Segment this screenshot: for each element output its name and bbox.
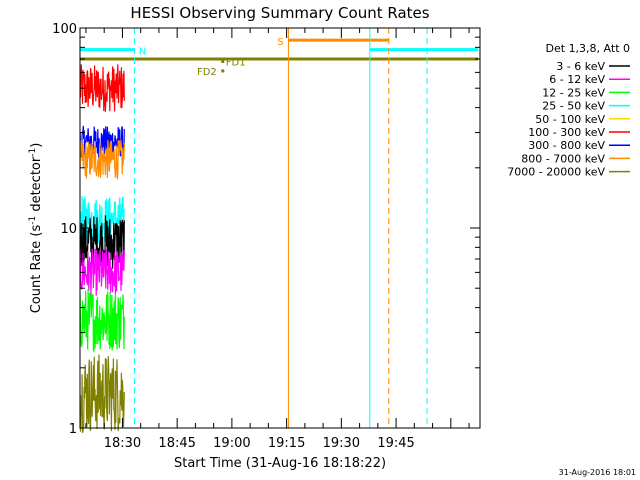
legend-label-6: 300 - 800 keV: [528, 139, 605, 152]
series-line-1: [79, 125, 125, 158]
annotation-layer: FD1 FD2: [197, 57, 246, 77]
series-line-0: [79, 64, 125, 112]
state-label-s: S: [277, 37, 283, 48]
x-tick-label: 19:30: [323, 436, 360, 451]
annotation-fd2: FD2: [197, 67, 217, 78]
x-tick-label: 18:30: [104, 436, 141, 451]
y-tick-label: 100: [52, 22, 77, 37]
series-line-5: [79, 248, 125, 296]
legend-label-2: 12 - 25 keV: [542, 86, 605, 99]
y-axis-label-sup2: -1: [28, 148, 38, 157]
y-tick-label: 1: [69, 422, 77, 437]
state-layer: NS: [80, 37, 479, 61]
vline-layer: [133, 28, 428, 428]
legend-label-1: 6 - 12 keV: [549, 73, 605, 86]
annotation-marker-1: [221, 69, 225, 73]
legend-label-4: 50 - 100 keV: [535, 113, 605, 126]
legend-label-3: 25 - 50 keV: [542, 100, 605, 113]
annotation-fd1: FD1: [226, 57, 246, 68]
state-label-n: N: [139, 47, 146, 58]
footer-date: 31-Aug-2016 18:01: [559, 468, 636, 477]
legend-label-7: 800 - 7000 keV: [521, 152, 605, 165]
y-axis-label-mid: detector: [29, 156, 44, 216]
series-layer: [79, 64, 125, 433]
legend-label-8: 7000 - 20000 keV: [507, 166, 605, 179]
x-tick-label: 19:45: [377, 436, 414, 451]
annotation-marker-0: [221, 59, 225, 63]
series-line-7: [79, 354, 125, 433]
x-tick-label: 19:00: [213, 436, 250, 451]
y-axis-label-end: ): [29, 143, 44, 148]
series-line-6: [79, 289, 125, 354]
plot-frame: [79, 27, 481, 429]
y-axis-label: Count Rate (s-1 detector-1): [28, 143, 44, 314]
series-line-2: [79, 139, 125, 180]
chart-title: HESSI Observing Summary Count Rates: [130, 4, 429, 22]
x-tick-label: 19:15: [268, 436, 305, 451]
y-axis-label-sup1: -1: [28, 216, 38, 225]
y-tick-label: 10: [60, 222, 77, 237]
legend-label-0: 3 - 6 keV: [556, 60, 605, 73]
x-axis-label: Start Time (31-Aug-16 18:18:22): [174, 456, 386, 471]
legend-title: Det 1,3,8, Att 0: [546, 42, 630, 55]
x-tick-label: 18:45: [158, 436, 195, 451]
y-axis-label-main: Count Rate (s: [29, 225, 44, 314]
tick-layer: 18:30 18:45 19:00 19:15 19:30 19:45 1 10 100: [52, 22, 480, 451]
legend-label-5: 100 - 300 keV: [528, 126, 605, 139]
